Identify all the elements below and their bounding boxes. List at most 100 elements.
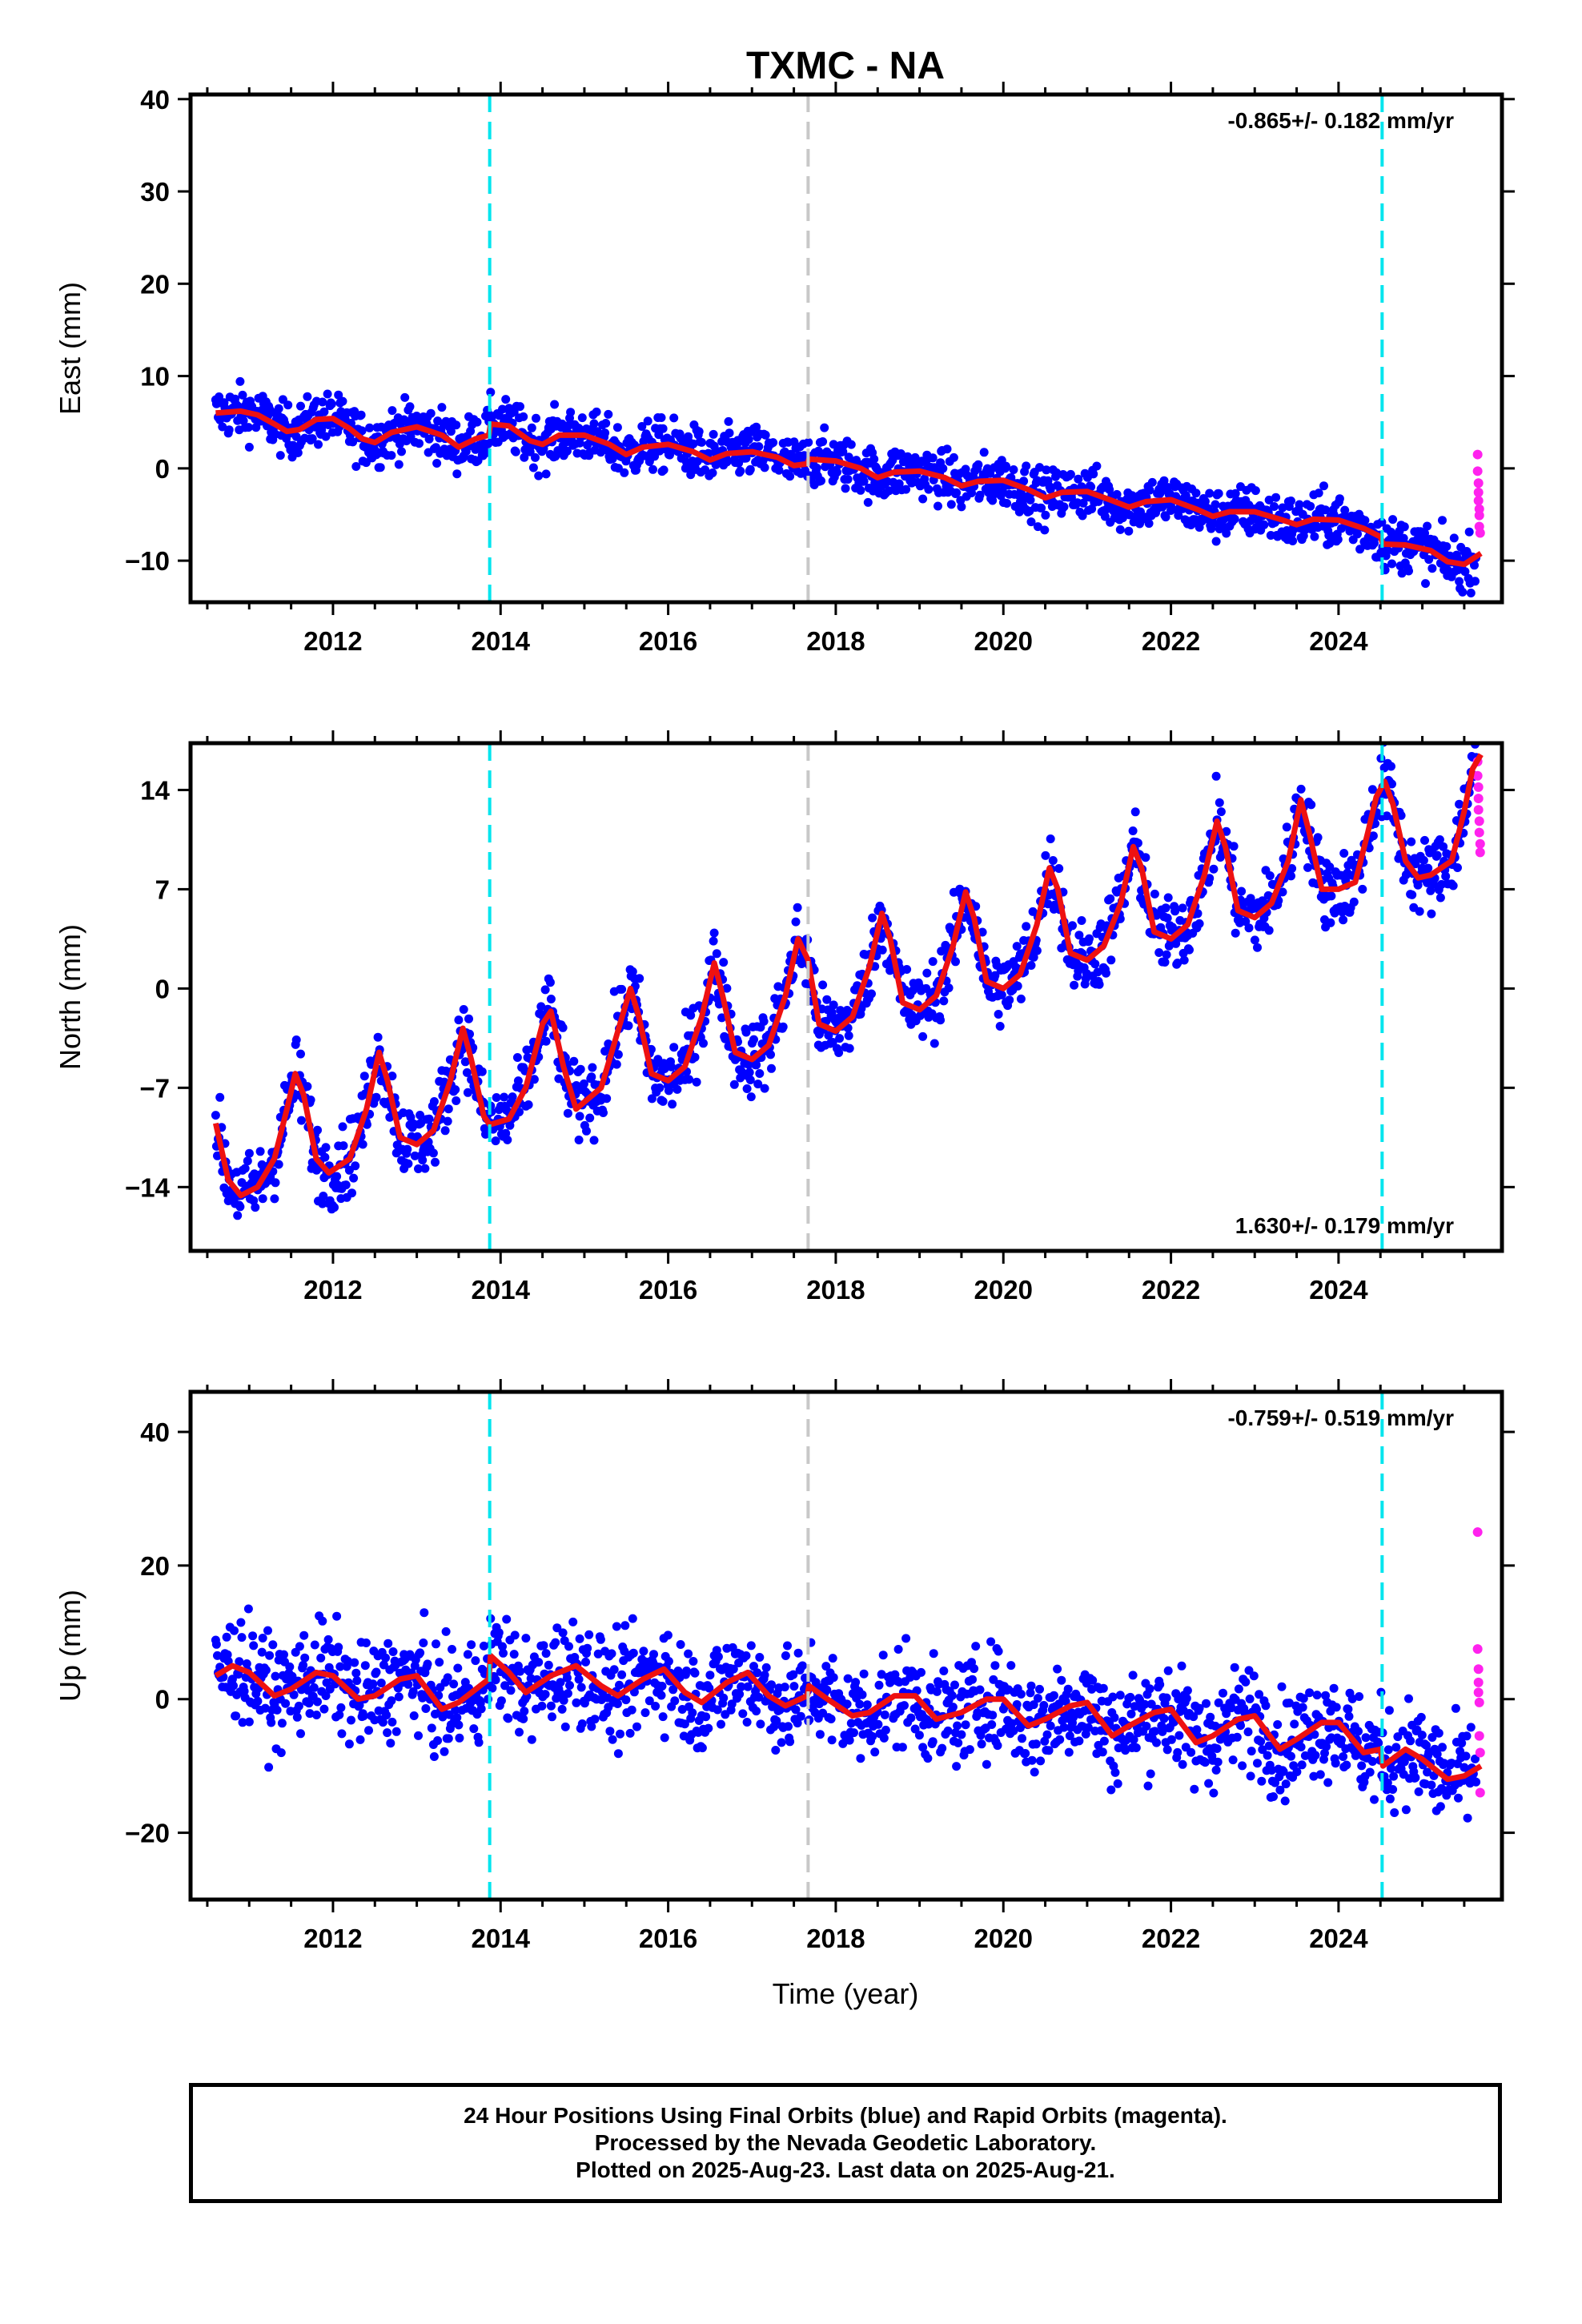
- data-point: [1219, 1688, 1227, 1698]
- data-point: [277, 1719, 287, 1728]
- data-point: [1243, 1727, 1253, 1737]
- data-point: [1267, 1766, 1276, 1775]
- data-point: [1278, 503, 1287, 513]
- data-point: [603, 1693, 612, 1703]
- data-point: [1435, 835, 1444, 844]
- data-point: [1178, 903, 1187, 913]
- data-point: [1059, 1723, 1069, 1732]
- data-point: [240, 1164, 250, 1173]
- data-point: [689, 439, 698, 448]
- data-point: [1339, 915, 1348, 925]
- data-point: [513, 1076, 523, 1086]
- data-point: [1231, 928, 1240, 938]
- rapid-data-point: [1475, 1787, 1485, 1798]
- data-point: [656, 413, 666, 422]
- data-point: [1146, 1699, 1156, 1709]
- data-point: [583, 1643, 592, 1653]
- data-point: [512, 1053, 522, 1062]
- data-point: [897, 1743, 907, 1752]
- data-point: [1046, 1721, 1055, 1731]
- data-point: [660, 1733, 669, 1743]
- data-point: [371, 1092, 381, 1102]
- data-point: [531, 452, 540, 462]
- data-point: [519, 1714, 528, 1723]
- data-point: [1145, 485, 1154, 495]
- data-point: [429, 1752, 439, 1761]
- data-point: [1159, 1714, 1169, 1723]
- data-point: [313, 1125, 322, 1135]
- data-point: [785, 472, 795, 481]
- data-point: [1281, 1779, 1291, 1789]
- data-point: [347, 1715, 355, 1725]
- data-point: [222, 1632, 231, 1642]
- data-point: [335, 1710, 344, 1719]
- data-point: [500, 1681, 510, 1691]
- data-point: [1230, 514, 1239, 524]
- data-point: [426, 408, 436, 418]
- data-point: [1055, 1735, 1065, 1744]
- data-point: [558, 1023, 568, 1032]
- data-point: [397, 447, 406, 456]
- data-point: [1241, 917, 1251, 927]
- data-point: [677, 1705, 687, 1714]
- data-point: [378, 1718, 387, 1727]
- data-point: [1361, 1733, 1371, 1743]
- data-point: [658, 424, 668, 433]
- rapid-data-point: [1473, 782, 1484, 792]
- data-point: [587, 1722, 596, 1731]
- data-point: [923, 1754, 933, 1763]
- data-point: [415, 439, 424, 448]
- data-point: [667, 1062, 677, 1072]
- data-point: [613, 1749, 623, 1759]
- data-point: [503, 1135, 512, 1144]
- data-point: [1098, 1683, 1108, 1693]
- data-point: [1231, 489, 1240, 498]
- x-tick-label: 2018: [806, 1924, 865, 1953]
- data-point: [431, 1157, 440, 1167]
- rapid-data-point: [1475, 528, 1485, 538]
- data-point: [900, 1701, 909, 1711]
- data-point: [1152, 911, 1161, 920]
- x-tick-label: 2014: [472, 1275, 531, 1305]
- data-point: [952, 488, 962, 497]
- data-point: [990, 971, 1000, 980]
- data-point: [263, 1626, 272, 1635]
- data-point: [1100, 512, 1110, 521]
- data-point: [387, 1696, 396, 1706]
- data-point: [717, 1013, 727, 1023]
- data-point: [1113, 1779, 1122, 1788]
- data-point: [1126, 1692, 1135, 1702]
- data-point: [704, 1723, 713, 1733]
- x-tick-label: 2022: [1142, 1924, 1200, 1953]
- data-point: [1022, 461, 1031, 471]
- data-point: [1326, 918, 1335, 927]
- data-point: [590, 1715, 600, 1724]
- data-point: [360, 1661, 370, 1671]
- data-point: [310, 1640, 319, 1650]
- data-point: [620, 1621, 630, 1630]
- data-point: [1461, 1751, 1471, 1761]
- data-point: [1088, 1675, 1098, 1685]
- data-point: [914, 1731, 924, 1740]
- data-point: [838, 447, 848, 456]
- data-point: [421, 1704, 431, 1713]
- rapid-data-point: [1472, 1644, 1483, 1655]
- data-point: [316, 1653, 326, 1663]
- data-point: [460, 1057, 470, 1067]
- data-point: [812, 463, 821, 472]
- data-point: [752, 1707, 761, 1716]
- data-point: [1252, 1705, 1261, 1715]
- data-point: [305, 1709, 315, 1719]
- data-point: [215, 1092, 225, 1102]
- data-point: [1423, 521, 1432, 531]
- data-point: [767, 1680, 776, 1690]
- data-point: [230, 1626, 239, 1635]
- data-point: [313, 1697, 322, 1707]
- data-point: [1089, 469, 1098, 479]
- data-point: [741, 1027, 751, 1037]
- data-point: [1448, 881, 1458, 891]
- data-point: [1339, 849, 1349, 858]
- data-point: [609, 1665, 619, 1675]
- data-point: [289, 1690, 299, 1699]
- data-point: [753, 1080, 763, 1089]
